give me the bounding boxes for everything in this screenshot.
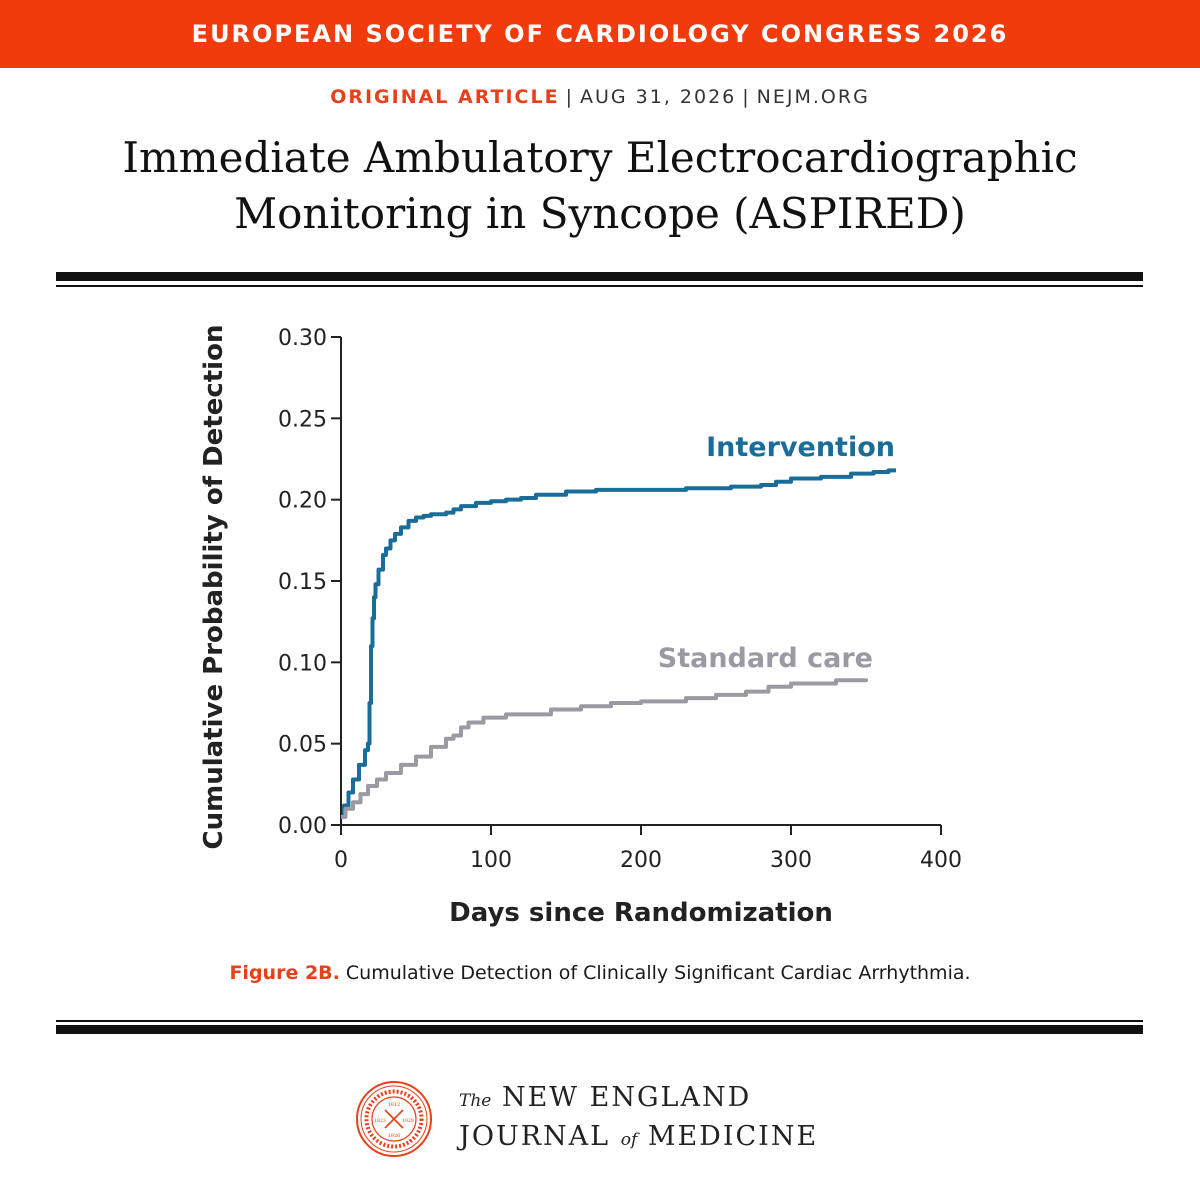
- banner-text: EUROPEAN SOCIETY OF CARDIOLOGY CONGRESS …: [191, 20, 1009, 48]
- seal-year-left: 1823: [374, 1118, 386, 1124]
- figure-caption: Figure 2B. Cumulative Detection of Clini…: [0, 962, 1200, 984]
- meta-separator: |: [565, 86, 574, 108]
- y-axis-label: Cumulative Probability of Detection: [199, 325, 229, 850]
- nejm-seal-logo: 1812 1823 1828 1926: [356, 1081, 432, 1157]
- series-line-1: [341, 678, 868, 819]
- article-kind: ORIGINAL ARTICLE: [330, 86, 560, 108]
- journal-name: The NEW ENGLAND JOURNAL of MEDICINE: [459, 1080, 818, 1158]
- series-label-0: Intervention: [706, 432, 895, 463]
- top-rule-thick: [56, 272, 1143, 281]
- congress-banner: EUROPEAN SOCIETY OF CARDIOLOGY CONGRESS …: [0, 0, 1200, 68]
- detection-chart: 0.00 0.05 0.10 0.15 0.20 0.25 0.30 0 100 200 300 40…: [199, 325, 962, 928]
- journal-footer: 1812 1823 1828 1926 The NEW ENGLAND JOUR…: [355, 1076, 875, 1166]
- y-tick-label: 0.00: [278, 814, 327, 839]
- x-tick-label: 100: [470, 848, 512, 873]
- x-tick-label: 0: [334, 848, 348, 873]
- x-tick-label: 300: [770, 848, 812, 873]
- series-label-1: Standard care: [658, 643, 873, 674]
- article-meta: ORIGINAL ARTICLE | AUG 31, 2026 | NEJM.ORG: [0, 86, 1200, 108]
- top-rule-thin: [56, 285, 1143, 287]
- y-tick-label: 0.25: [278, 407, 327, 432]
- y-tick-label: 0.20: [278, 489, 327, 514]
- bottom-rule-thin: [56, 1020, 1143, 1022]
- y-tick-label: 0.10: [278, 651, 327, 676]
- series-line-0: [341, 468, 896, 819]
- journal-name-medicine: MEDICINE: [647, 1121, 819, 1152]
- journal-name-journal: JOURNAL: [459, 1121, 611, 1152]
- article-title-line1: Immediate Ambulatory Electrocardiographi…: [122, 133, 1078, 182]
- journal-of: of: [620, 1130, 638, 1150]
- article-title-line2: Monitoring in Syncope (ASPIRED): [234, 189, 966, 238]
- x-tick-label: 400: [920, 848, 962, 873]
- article-title: Immediate Ambulatory Electrocardiographi…: [60, 130, 1140, 242]
- figure-number: Figure 2B.: [229, 962, 340, 984]
- x-axis-label: Days since Randomization: [449, 898, 833, 928]
- y-tick-label: 0.15: [278, 570, 327, 595]
- article-site: NEJM.ORG: [756, 86, 870, 108]
- bottom-rule-thick: [56, 1025, 1143, 1034]
- seal-year-right: 1828: [402, 1118, 414, 1124]
- journal-name-line1: NEW ENGLAND: [501, 1082, 752, 1113]
- y-tick-label: 0.30: [278, 326, 327, 351]
- y-tick-label: 0.05: [278, 733, 327, 758]
- seal-year-bottom: 1926: [388, 1133, 401, 1139]
- journal-the: The: [459, 1091, 492, 1111]
- figure-caption-text: Cumulative Detection of Clinically Signi…: [339, 962, 971, 984]
- x-tick-label: 200: [620, 848, 662, 873]
- meta-separator: |: [742, 86, 751, 108]
- article-date: AUG 31, 2026: [579, 86, 737, 108]
- seal-year-top: 1812: [388, 1102, 401, 1108]
